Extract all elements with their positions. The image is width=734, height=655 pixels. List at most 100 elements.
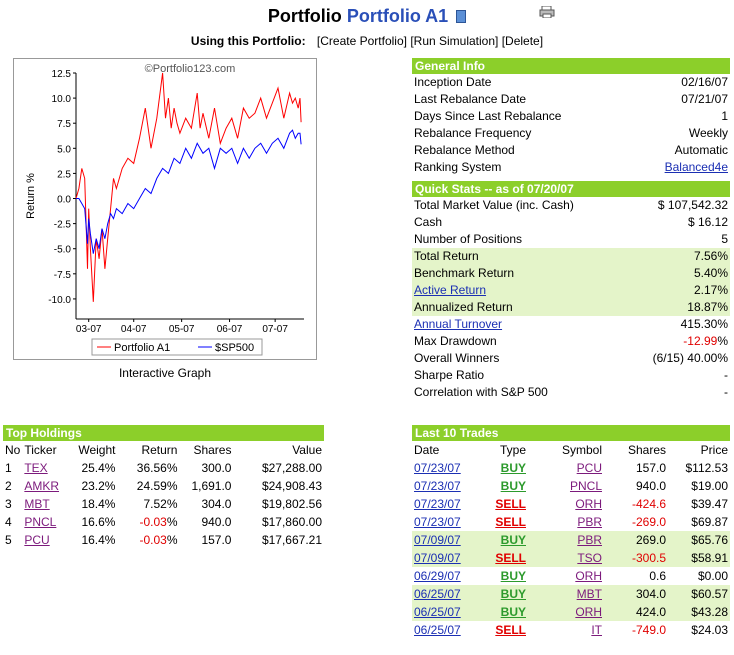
- create-portfolio-link[interactable]: [Create Portfolio]: [316, 34, 407, 48]
- stat-row: Annualized Return 18.87%: [412, 299, 730, 316]
- run-simulation-link[interactable]: [Run Simulation]: [410, 34, 499, 48]
- trade-type[interactable]: SELL: [495, 497, 526, 511]
- holding-value: $24,908.43: [261, 479, 322, 493]
- trade-row: 06/25/07 BUY MBT 304.0 $60.57: [412, 585, 730, 603]
- stat-label: Total Return: [414, 249, 479, 263]
- trade-type[interactable]: SELL: [495, 551, 526, 565]
- delete-link[interactable]: [Delete]: [501, 34, 544, 48]
- holding-ticker-link[interactable]: PNCL: [24, 515, 57, 529]
- trade-symbol-link[interactable]: PNCL: [569, 479, 602, 493]
- trade-type[interactable]: SELL: [495, 515, 526, 529]
- trade-type-cell: BUY: [474, 477, 528, 495]
- trade-symbol-link[interactable]: MBT: [576, 587, 602, 601]
- trade-symbol-link[interactable]: PBR: [577, 515, 602, 529]
- quick-stats-panel: Quick Stats -- as of 07/20/07 Total Mark…: [412, 181, 730, 401]
- info-label: Rebalance Frequency: [414, 126, 532, 140]
- stat-value: $ 107,542.32: [658, 197, 728, 214]
- stat-label-link[interactable]: Annual Turnover: [414, 317, 503, 331]
- holding-return-pct: %: [166, 515, 178, 529]
- holding-return-value: 36.56: [136, 461, 167, 475]
- stat-value: -: [724, 367, 728, 384]
- trade-symbol-link[interactable]: TSO: [577, 551, 602, 565]
- trade-symbol-link[interactable]: IT: [591, 623, 602, 637]
- trade-type[interactable]: SELL: [495, 623, 526, 637]
- trade-date-link[interactable]: 06/29/07: [414, 569, 461, 583]
- trade-type[interactable]: BUY: [500, 587, 526, 601]
- holding-row: 1 TEX 25.4% 36.56% 300.0 $27,288.00: [3, 459, 324, 477]
- trade-symbol-cell: IT: [528, 621, 604, 639]
- trade-row: 07/23/07 SELL PBR -269.0 $69.87: [412, 513, 730, 531]
- trade-date-link[interactable]: 07/23/07: [414, 497, 461, 511]
- trade-date-link[interactable]: 06/25/07: [414, 623, 461, 637]
- trade-type[interactable]: BUY: [500, 533, 526, 547]
- holding-return-pct: %: [166, 497, 178, 511]
- trade-row: 07/23/07 BUY PNCL 940.0 $19.00: [412, 477, 730, 495]
- stat-value-suffix: %: [717, 334, 728, 348]
- trade-row: 07/23/07 SELL ORH -424.6 $39.47: [412, 495, 730, 513]
- y-tick-label: -7.5: [54, 270, 72, 281]
- stat-label: Overall Winners: [414, 351, 500, 365]
- trade-date-cell: 07/09/07: [412, 531, 474, 549]
- trade-date-link[interactable]: 06/25/07: [414, 587, 461, 601]
- trade-date-cell: 06/29/07: [412, 567, 474, 585]
- stat-label: Max Drawdown: [414, 334, 497, 348]
- holding-return: 24.59%: [117, 477, 179, 495]
- holding-value: $17,667.21: [261, 533, 322, 547]
- ranking-system-link[interactable]: Balanced4e: [664, 160, 728, 174]
- holding-ticker-link[interactable]: TEX: [24, 461, 48, 475]
- y-axis-label: Return %: [25, 173, 37, 219]
- trade-row: 06/29/07 BUY ORH 0.6 $0.00: [412, 567, 730, 585]
- holding-return-pct: %: [166, 461, 178, 475]
- stat-value-number: -: [724, 385, 728, 399]
- quick-stats-title: Quick Stats -- as of 07/20/07: [412, 181, 730, 197]
- trade-symbol-link[interactable]: PCU: [576, 461, 602, 475]
- trade-date-link[interactable]: 07/23/07: [414, 461, 461, 475]
- trade-type[interactable]: BUY: [500, 569, 526, 583]
- trade-symbol-link[interactable]: PBR: [577, 533, 602, 547]
- trade-date-link[interactable]: 07/09/07: [414, 551, 461, 565]
- trade-date-link[interactable]: 06/25/07: [414, 605, 461, 619]
- stat-label: Benchmark Return: [414, 266, 515, 280]
- performance-chart[interactable]: ©Portfolio123.com 12.5 10.0 7.5 5.0 2.5 0.0 -2.…: [13, 58, 317, 360]
- last-trades-title: Last 10 Trades: [412, 425, 730, 441]
- holding-ticker-link[interactable]: AMKR: [24, 479, 60, 493]
- trade-symbol-link[interactable]: ORH: [575, 605, 602, 619]
- stat-value-number: 5: [721, 232, 728, 246]
- general-info-panel: General Info Inception Date 02/16/07 Last …: [412, 58, 730, 176]
- trade-shares: 424.0: [604, 603, 668, 621]
- stat-label-link[interactable]: Active Return: [414, 283, 487, 297]
- holding-ticker-link[interactable]: MBT: [24, 497, 50, 511]
- stat-value: 5: [721, 231, 728, 248]
- holding-ticker-link[interactable]: PCU: [24, 533, 50, 547]
- stat-row: Cash $ 16.12: [412, 214, 730, 231]
- info-label: Rebalance Method: [414, 143, 515, 157]
- trade-symbol-cell: ORH: [528, 567, 604, 585]
- trade-date-link[interactable]: 07/23/07: [414, 515, 461, 529]
- stat-row: Correlation with S&P 500 -: [412, 384, 730, 401]
- holding-weight: 23.2%: [81, 479, 116, 493]
- trade-symbol-link[interactable]: ORH: [575, 569, 602, 583]
- holding-return: 7.52%: [117, 495, 179, 513]
- trade-price: $43.28: [668, 603, 730, 621]
- trade-type[interactable]: BUY: [500, 605, 526, 619]
- trade-type[interactable]: BUY: [500, 479, 526, 493]
- holdings-table: No Ticker Weight Return Shares Value 1 TE…: [3, 441, 324, 549]
- trade-symbol-link[interactable]: ORH: [575, 497, 602, 511]
- trade-type[interactable]: BUY: [500, 461, 526, 475]
- trade-date-link[interactable]: 07/09/07: [414, 533, 461, 547]
- trade-price: $69.87: [691, 515, 728, 529]
- x-tick-label: 04-07: [121, 324, 147, 335]
- notes-icon[interactable]: [456, 10, 467, 23]
- col-trade-shares: Shares: [627, 443, 666, 457]
- top-holdings-title: Top Holdings: [3, 425, 324, 441]
- stat-row: Sharpe Ratio -: [412, 367, 730, 384]
- info-value: Weekly: [688, 126, 728, 140]
- trade-date-link[interactable]: 07/23/07: [414, 479, 461, 493]
- holding-ticker-cell: PCU: [22, 531, 76, 549]
- trade-symbol-cell: ORH: [528, 603, 604, 621]
- printer-icon[interactable]: [539, 6, 555, 18]
- chart-caption: Interactive Graph: [118, 366, 212, 380]
- stat-row: Number of Positions 5: [412, 231, 730, 248]
- stat-value-number: 5.40%: [693, 266, 728, 280]
- info-label: Days Since Last Rebalance: [414, 109, 562, 123]
